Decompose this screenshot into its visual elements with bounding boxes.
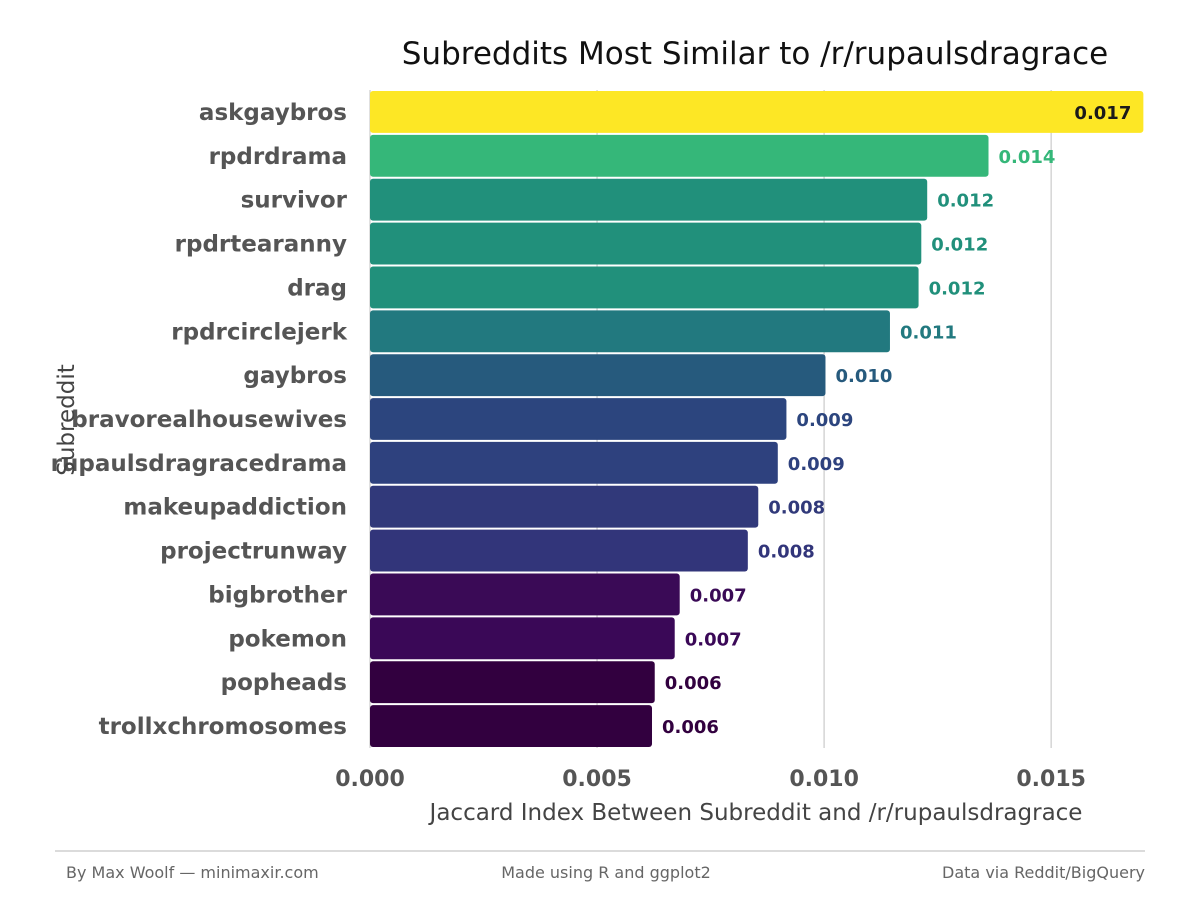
x-axis-title: Jaccard Index Between Subreddit and /r/r… <box>428 800 1083 826</box>
bar <box>370 178 928 221</box>
bars <box>370 91 1144 747</box>
category-label: popheads <box>221 670 347 696</box>
value-label: 0.012 <box>937 191 994 212</box>
category-label: bigbrother <box>208 582 347 608</box>
value-label: 0.009 <box>796 410 853 431</box>
value-label: 0.006 <box>665 673 722 694</box>
bar <box>370 398 787 440</box>
value-label: 0.010 <box>835 366 892 387</box>
chart-title: Subreddits Most Similar to /r/rupaulsdra… <box>402 36 1109 72</box>
bar <box>370 705 653 747</box>
category-label: drag <box>287 275 347 301</box>
x-axis-ticks: 0.000 0.005 0.010 0.015 <box>335 767 1086 792</box>
bar <box>370 222 922 265</box>
bar <box>370 134 989 177</box>
value-label: 0.014 <box>999 147 1056 168</box>
footer-tool: Made using R and ggplot2 <box>501 863 711 882</box>
x-tick-label: 0.015 <box>1016 767 1086 792</box>
x-tick-label: 0.005 <box>562 767 632 792</box>
category-label: askgaybros <box>199 100 347 126</box>
bar <box>370 354 826 397</box>
bar <box>370 485 759 528</box>
value-label: 0.007 <box>690 585 747 606</box>
value-label: 0.011 <box>900 322 957 343</box>
bar <box>370 529 748 572</box>
x-tick-label: 0.000 <box>335 767 405 792</box>
bar <box>370 441 778 484</box>
category-label: gaybros <box>243 363 347 389</box>
category-label: rpdrdrama <box>209 144 347 170</box>
value-label: 0.007 <box>685 629 742 650</box>
footer-source: Data via Reddit/BigQuery <box>942 863 1145 882</box>
bar <box>370 617 675 660</box>
value-label: 0.008 <box>758 542 815 563</box>
category-label: projectrunway <box>160 539 347 565</box>
value-label: 0.006 <box>662 717 719 738</box>
bar <box>370 266 919 309</box>
bar <box>370 661 655 704</box>
category-label: rpdrcirclejerk <box>171 319 347 345</box>
value-label: 0.012 <box>929 278 986 299</box>
x-tick-label: 0.010 <box>789 767 859 792</box>
bar <box>370 91 1144 133</box>
y-axis-title: Subreddit <box>54 364 80 476</box>
category-labels: askgaybros rpdrdrama survivor rpdrtearanny d… <box>51 100 348 740</box>
value-label: 0.012 <box>931 235 988 256</box>
value-label: 0.009 <box>788 454 845 475</box>
category-label: survivor <box>241 188 348 214</box>
category-label: rpdrtearanny <box>175 232 347 258</box>
bar <box>370 310 890 353</box>
value-label: 0.017 <box>1074 103 1131 124</box>
category-label: trollxchromosomes <box>99 714 347 740</box>
value-labels: 0.017 0.014 0.012 0.012 0.012 0.011 0.010 0.009… <box>662 103 1131 738</box>
category-label: pokemon <box>228 626 347 652</box>
value-label: 0.008 <box>768 498 825 519</box>
category-label: rupaulsdragracedrama <box>51 451 347 477</box>
footer-credit: By Max Woolf — minimaxir.com <box>66 863 319 882</box>
category-label: makeupaddiction <box>123 495 347 521</box>
category-label: bravorealhousewives <box>71 407 347 433</box>
bar <box>370 573 680 616</box>
